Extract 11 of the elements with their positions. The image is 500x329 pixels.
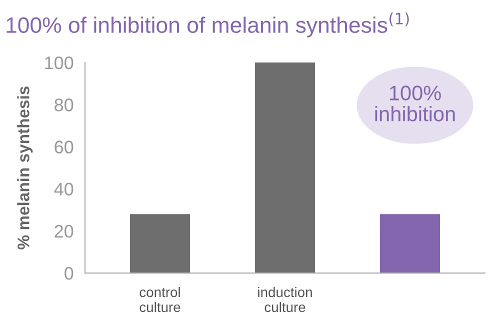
y-tick-label: 40 [54,182,74,196]
chart-title: 100% of inhibition of melanin synthesis$^{(1)}$ [6,12,409,38]
annotation: 100% inhibition [375,86,455,122]
y-tick-label: 0 [64,267,74,280]
y-tick-label: 60 [54,140,74,154]
y-tick-label: 100 [45,56,74,70]
y-tick-label: 80 [54,98,74,112]
y-axis-title: % melanin synthesis [17,86,33,250]
x-tick-label: induction culture [258,286,312,312]
x-tick-label: control culture [140,286,180,312]
y-tick-label: 20 [54,224,74,238]
